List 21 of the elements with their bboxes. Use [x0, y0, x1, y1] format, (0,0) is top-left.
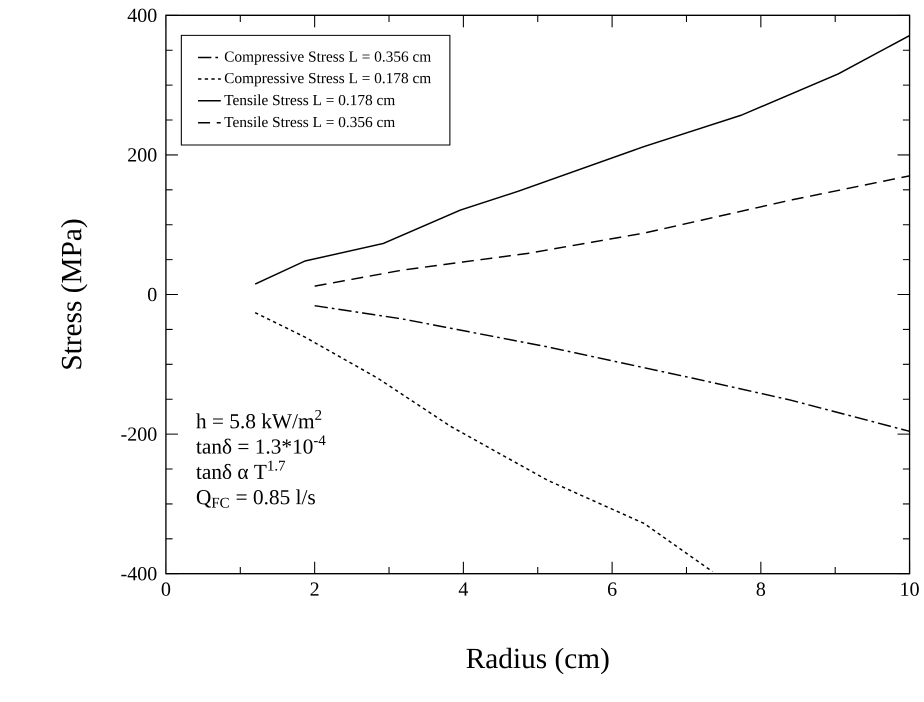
y-axis-title: Stress (MPa): [60, 220, 88, 369]
legend-label: Compressive Stress L = 0.356 cm: [224, 52, 431, 66]
annotation: tanδ = 1.3*10$^{-4}$: [196, 436, 326, 454]
x-tick-label: 8: [756, 582, 766, 596]
x-tick-label: 10: [901, 582, 919, 596]
annotation: Q$_{FC}$ = 0.85 l/s: [196, 490, 315, 508]
x-tick-label: 2: [310, 582, 319, 596]
x-tick-label: 4: [458, 582, 468, 596]
y-tick-label: 200: [128, 148, 156, 162]
legend-label: Compressive Stress L = 0.178 cm: [224, 73, 431, 87]
x-tick-label: 0: [162, 582, 170, 596]
legend-label: Tensile Stress L = 0.178 cm: [224, 94, 396, 106]
y-tick-label: -200: [121, 428, 156, 442]
annotation: tanδ α T$^{1.7}$: [196, 460, 286, 480]
y-tick-label: 400: [128, 8, 156, 22]
legend-label: Tensile Stress L = 0.356 cm: [224, 116, 396, 128]
y-tick-label: -400: [121, 567, 156, 581]
x-axis-title: Radius (cm): [466, 648, 609, 674]
annotation: h = 5.8 kW/m$^{2}$: [196, 410, 322, 429]
y-tick-label: 0: [148, 288, 156, 302]
x-tick-label: 6: [608, 582, 617, 596]
